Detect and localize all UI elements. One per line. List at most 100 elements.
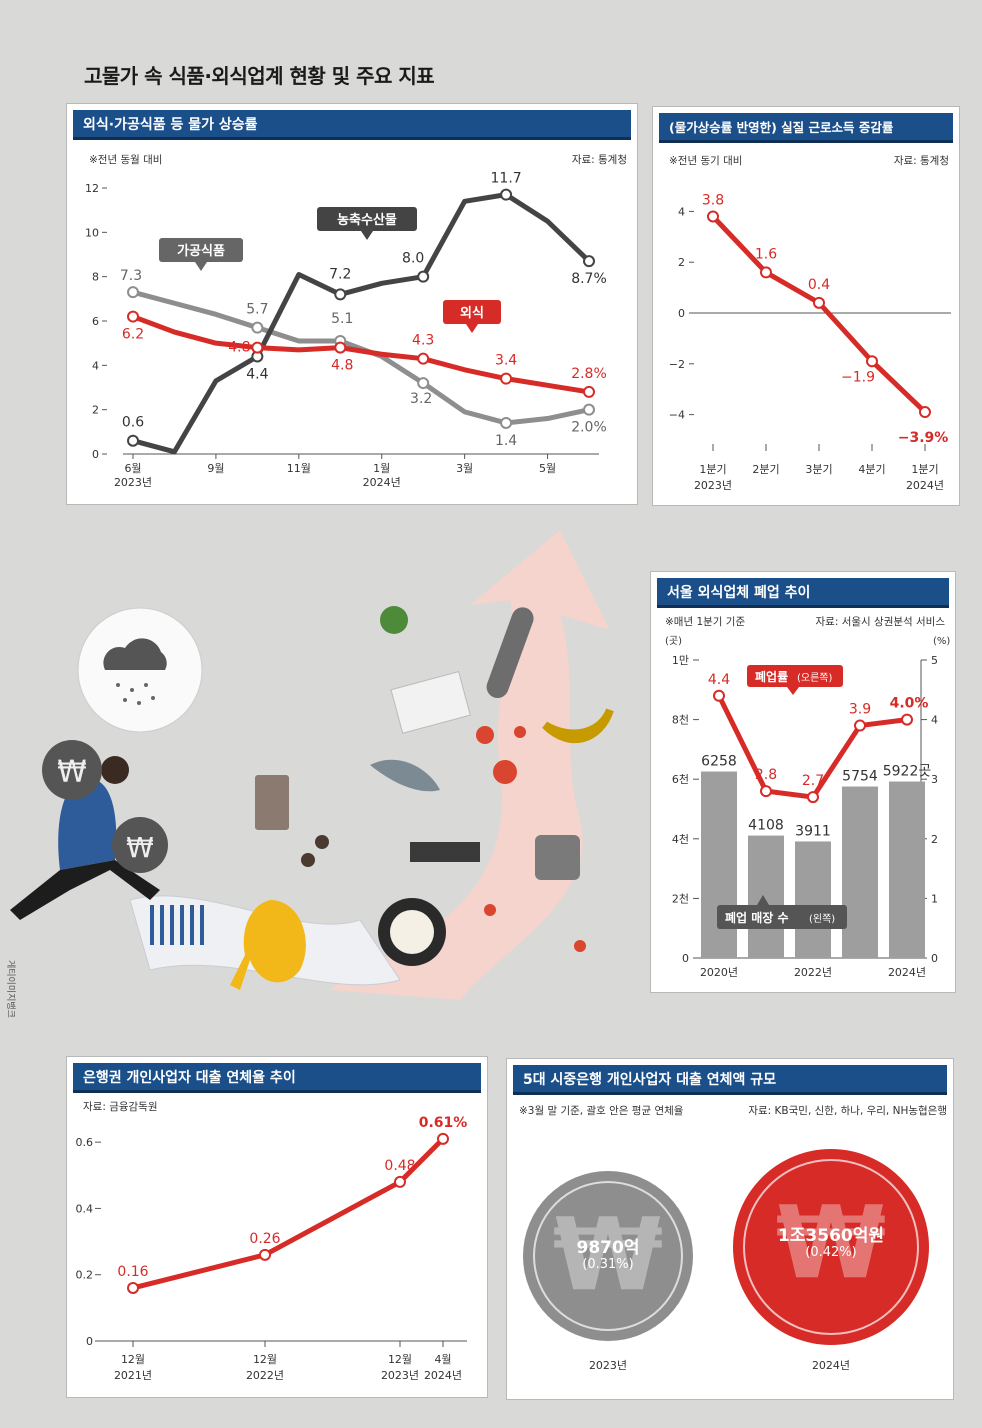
y-axis-label: 10 [85,226,99,239]
delinquency-rate-chart: 0 0.2 0.4 0.6 12월 2021년 12월 2022년 12월 2023년 4월 2024… [76,1115,468,1382]
chart-note: ※매년 1분기 기준 [665,616,746,628]
running-person-body [58,778,117,870]
series-callout [317,207,417,231]
x-axis-label: 12월 [253,1353,277,1366]
x-axis-year-label: 2024년 [363,476,401,489]
x-axis-label: 2024년 [888,966,926,979]
year-2023: 2023년 [588,1359,628,1372]
rate-2023: (0.31%) [582,1257,634,1272]
coffee-bean-icon [315,835,329,849]
x-axis-year-label: 2021년 [114,1369,152,1382]
data-label: 0.61% [419,1115,468,1131]
data-point [127,286,139,299]
data-label: 3.2 [410,391,432,407]
x-axis-year-label: 2023년 [381,1369,419,1382]
left-axis-label: 1만 [672,654,689,667]
coffee-bean-icon [301,853,315,867]
callout-label: 가공식품 [177,243,225,259]
data-point [583,255,595,268]
data-label: 3.9 [849,702,871,718]
circle-ring [533,1181,683,1331]
data-label: 8.0 [402,251,424,267]
data-point [500,188,513,201]
money-bag-icon [42,740,102,800]
x-axis-label: 3월 [456,462,473,475]
series-line [132,192,591,455]
data-point [334,288,347,301]
tomato-icon [574,940,586,952]
panel-title: 서울 외식업체 폐업 추이 [657,578,949,608]
data-label: 4.4 [708,672,730,688]
series-callout [443,300,501,324]
y-axis-label: 6 [92,315,99,328]
data-label: 4.0% [890,696,929,712]
broccoli-icon [380,606,408,634]
data-point [127,1281,139,1294]
won-icon: ₩ [552,1196,664,1313]
data-label: 7.2 [329,266,351,282]
data-label: 2.8 [755,767,777,783]
data-point [919,406,931,419]
data-point [394,1175,406,1188]
barcode-icon [150,905,204,945]
data-label: 4.8 [331,358,353,374]
chart-source: 자료: KB국민, 신한, 하나, 우리, NH농협은행 [748,1105,947,1117]
bar-label: 5754 [842,769,878,785]
data-label: 8.7% [571,271,607,287]
right-axis-label: 0 [931,952,938,965]
y-axis-label: 0 [92,448,99,461]
right-axis-label: 2 [931,833,938,846]
chart-source: 자료: 금융감독원 [83,1101,158,1113]
chart-note: ※전년 동월 대비 [89,154,163,166]
data-label: 6.2 [122,327,144,343]
bar [748,835,784,958]
data-point [854,719,866,732]
data-point [127,310,139,323]
page-title: 고물가 속 식품·외식업계 현황 및 주요 지표 [84,64,435,88]
rain-cloud-icon [103,638,167,670]
illustration-credit: 게티이미지뱅크 [5,960,15,1018]
x-axis-label: 1월 [373,462,390,475]
baguette-icon [486,607,534,698]
count-callout-sub: (왼쪽) [809,913,835,925]
chart-source: 자료: 통계청 [893,155,949,167]
x-axis-label: 12월 [121,1353,145,1366]
circle-ring [743,1159,919,1335]
data-label: 5.1 [331,311,353,327]
right-axis-label: 4 [931,714,938,727]
data-point [583,385,595,398]
data-label: −1.9 [841,369,875,385]
bar [795,841,831,958]
left-unit: (곳) [665,635,682,647]
data-point [901,713,913,726]
x-axis-year-label: 2023년 [114,476,152,489]
bar-label: 3911 [795,823,831,839]
banana-icon [542,708,614,744]
egg-tray-icon [410,842,480,862]
milk-carton-icon [390,671,471,734]
data-point [583,403,595,416]
data-point [437,1132,449,1145]
chart-note: ※3월 말 기준, 괄호 안은 평균 연체율 [519,1105,684,1117]
won-icon: ₩ [775,1184,887,1301]
bar [701,771,737,958]
x-axis-label: 5월 [539,462,556,475]
chart-source: 자료: 서울시 상권분석 서비스 [815,616,945,628]
bar [842,786,878,958]
fried-chicken-icon [230,900,306,990]
data-point [417,270,430,283]
chart-source: 자료: 통계청 [571,154,627,166]
y-axis-label: 0.4 [76,1202,94,1215]
tomato-icon [514,726,526,738]
y-axis-label: −4 [669,409,685,422]
data-label: 3.4 [495,353,517,369]
data-label: 4.3 [412,333,434,349]
data-label: 2.0% [571,420,607,436]
data-label: 3.8 [702,192,724,208]
data-point [127,434,139,447]
left-axis-label: 0 [682,952,689,965]
data-point [760,785,772,798]
y-axis-label: 4 [92,359,99,372]
right-axis-label: 1 [931,892,938,905]
